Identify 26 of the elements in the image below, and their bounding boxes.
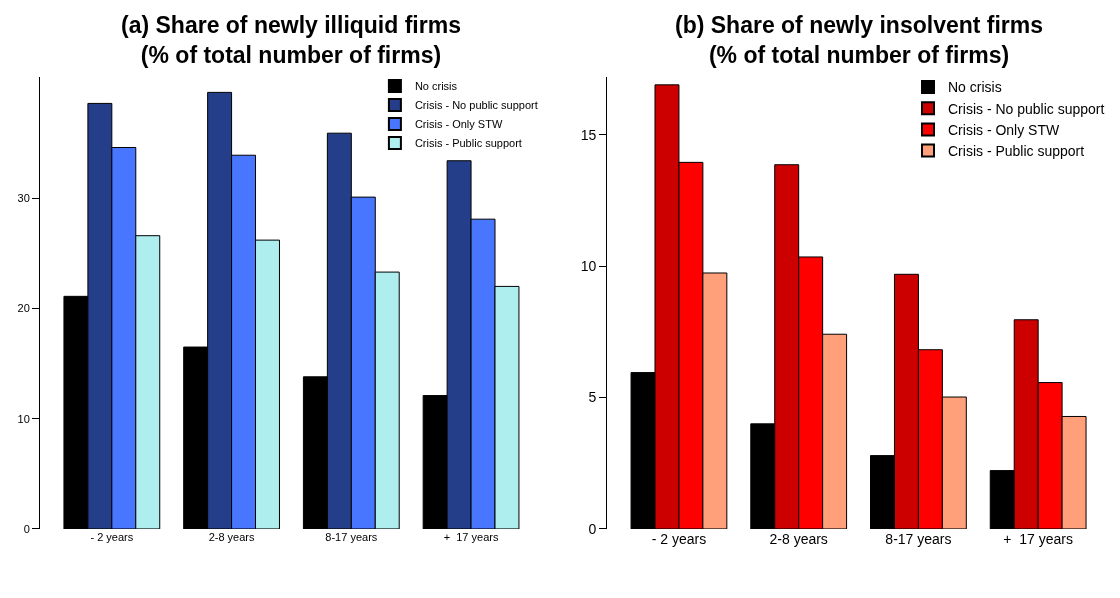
x-tick-label: - 2 years	[90, 530, 134, 543]
x-tick-label: 2-8 years	[769, 530, 828, 547]
x-tick-label: + 17 years	[443, 530, 499, 543]
legend-label: Crisis - No public support	[948, 100, 1105, 117]
y-tick-label: 5	[588, 389, 597, 406]
y-tick-label: 10	[17, 412, 30, 425]
y-tick-label: 0	[588, 520, 597, 537]
x-tick-label: 8-17 years	[885, 530, 952, 547]
legend-label: Crisis - Only STW	[948, 121, 1060, 138]
legend-label: Crisis - Public support	[948, 143, 1085, 160]
x-tick-label: 8-17 years	[325, 530, 378, 543]
chart-title: (b) Share of newly insolvent firms (% of total number of firms)	[675, 12, 1044, 68]
y-tick-label: 10	[580, 258, 597, 275]
y-tick-label: 30	[17, 192, 30, 205]
legend-label: Crisis - No public support	[414, 99, 538, 112]
y-tick-label: 20	[17, 302, 30, 315]
y-tick-label: 0	[23, 522, 30, 535]
x-tick-label: + 17 years	[1003, 530, 1073, 547]
legend-label: Crisis - Only STW	[414, 118, 503, 131]
x-tick-label: 2-8 years	[208, 530, 255, 543]
legend-label: Crisis - Public support	[414, 137, 522, 150]
legend-label: No crisis	[948, 79, 1002, 96]
x-tick-label: - 2 years	[651, 530, 707, 547]
y-tick-label: 15	[580, 126, 597, 143]
legend-label: No crisis	[414, 80, 458, 93]
chart-title: (a) Share of newly illiquid firms (% of total number of firms)	[121, 12, 461, 68]
